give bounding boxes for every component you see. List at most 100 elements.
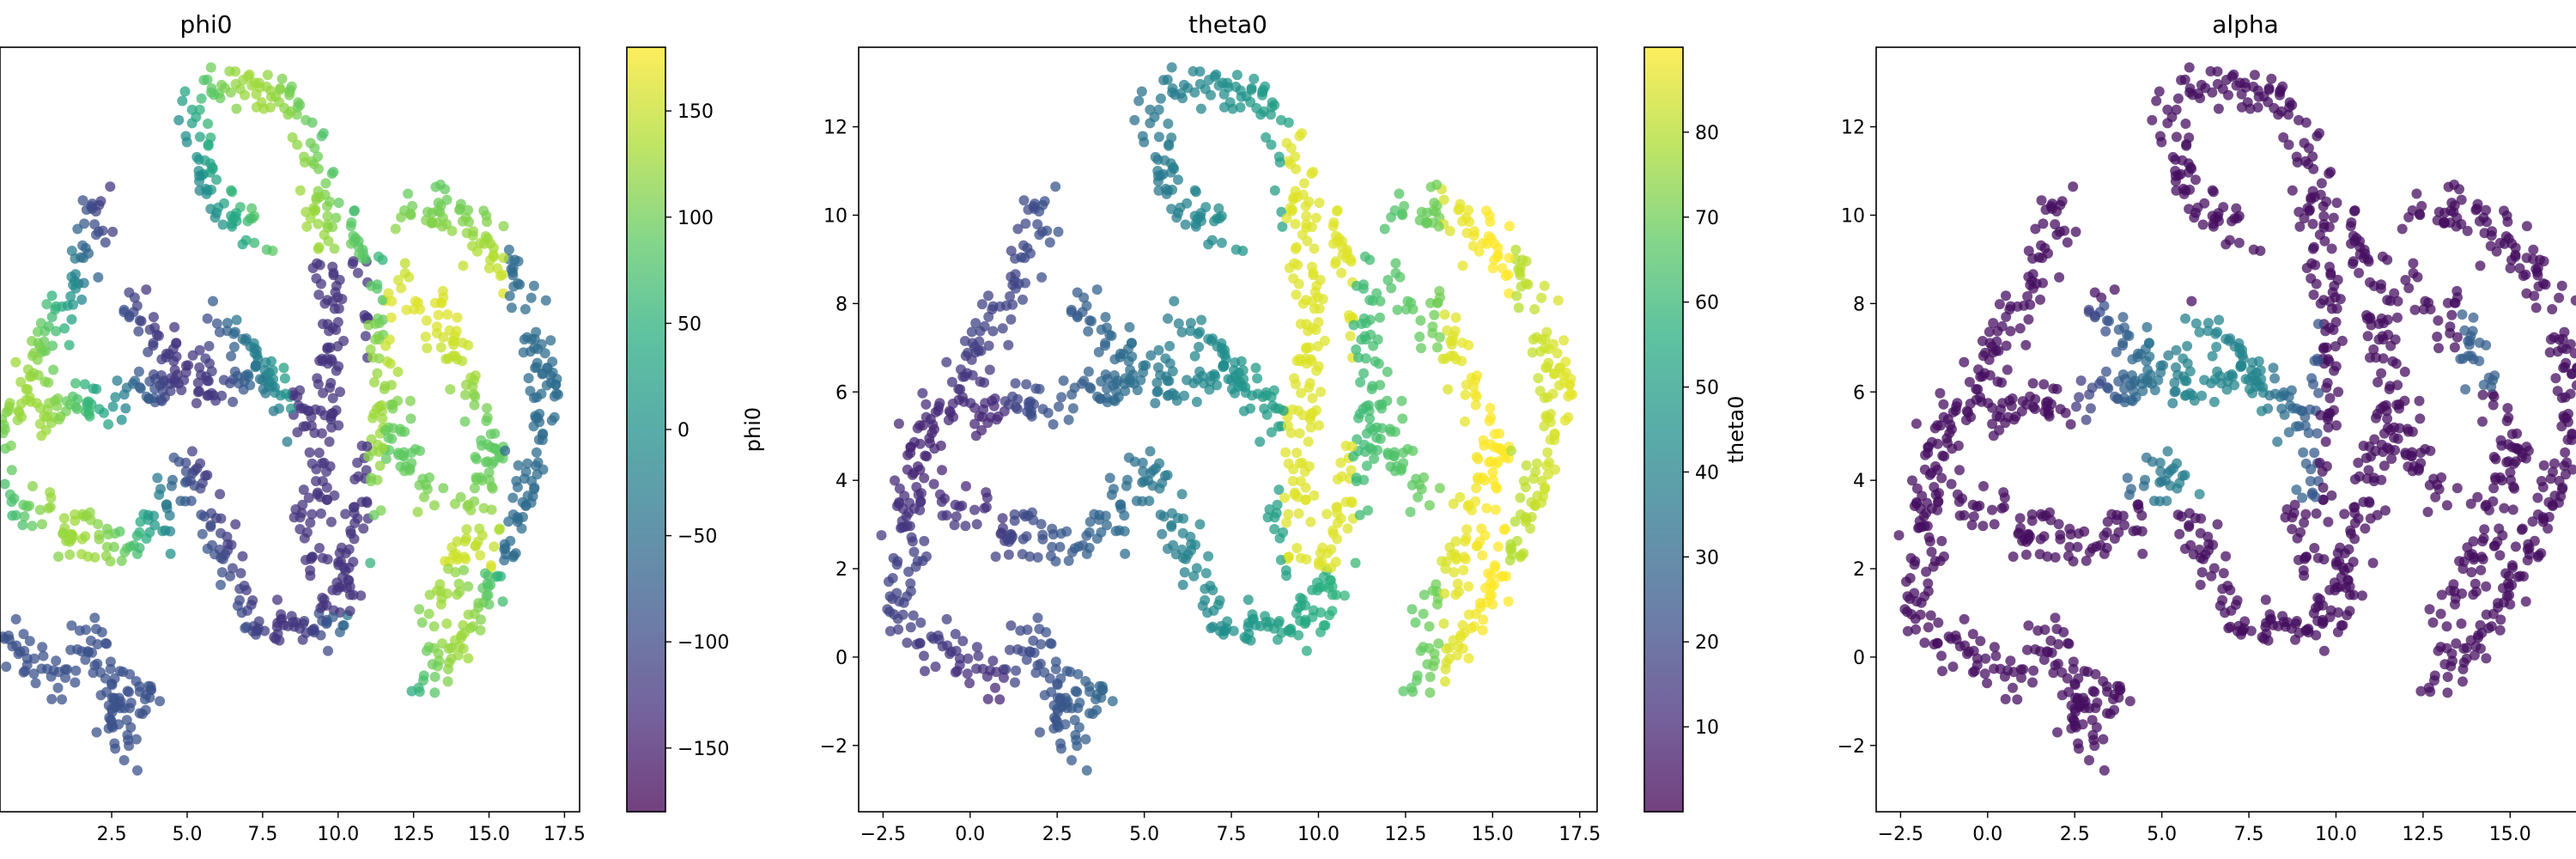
scatter-point (1176, 326, 1188, 338)
scatter-point (2223, 335, 2234, 346)
scatter-point (2311, 508, 2322, 519)
scatter-point (1280, 447, 1291, 458)
scatter-point (79, 379, 90, 390)
scatter-point (2556, 421, 2567, 432)
scatter-point (333, 559, 344, 570)
scatter-point (427, 217, 438, 228)
scatter-point (2518, 571, 2529, 582)
scatter-point (1053, 226, 1064, 237)
scatter-point (289, 512, 300, 523)
scatter-point (1499, 523, 1510, 534)
scatter-point (348, 557, 359, 568)
scatter-point (974, 411, 985, 422)
scatter-point (2462, 225, 2473, 236)
scatter-point (991, 414, 1002, 425)
scatter-point (70, 509, 81, 520)
scatter-point (2292, 533, 2303, 544)
scatter-point (1487, 467, 1498, 478)
scatter-point (307, 624, 319, 636)
scatter-point (225, 570, 235, 582)
scatter-point (1266, 392, 1277, 402)
scatter-point (1518, 476, 1529, 486)
scatter-point (2098, 734, 2109, 745)
scatter-point (463, 609, 474, 620)
scatter-point (1010, 378, 1021, 389)
scatter-point (32, 354, 43, 365)
scatter-point (1100, 510, 1111, 521)
scatter-point (1056, 702, 1067, 712)
scatter-point (1311, 577, 1322, 588)
scatter-point (1299, 466, 1310, 477)
scatter-point (2385, 340, 2397, 351)
scatter-point (2479, 524, 2490, 535)
scatter-point (2530, 302, 2542, 314)
scatter-point (240, 89, 250, 101)
scatter-point (1441, 643, 1452, 654)
scatter-point (1911, 483, 1923, 494)
scatter-point (132, 765, 143, 776)
scatter-point (1340, 590, 1350, 601)
scatter-point (920, 450, 931, 461)
scatter-point (1511, 290, 1522, 302)
scatter-point (2172, 509, 2184, 521)
scatter-point (141, 284, 152, 295)
scatter-point (507, 492, 519, 503)
scatter-point (2501, 210, 2512, 222)
scatter-point (2023, 246, 2034, 256)
scatter-point (2332, 626, 2343, 637)
scatter-point (286, 81, 297, 92)
scatter-point (1203, 239, 1214, 250)
scatter-point (2027, 283, 2038, 294)
scatter-point (1269, 524, 1280, 534)
scatter-point (500, 543, 511, 553)
scatter-point (1471, 483, 1482, 494)
scatter-point (962, 668, 973, 679)
scatter-point (2504, 589, 2515, 600)
scatter-point (1011, 665, 1022, 676)
scatter-point (226, 539, 237, 551)
scatter-point (532, 457, 544, 468)
scatter-point (1445, 350, 1456, 362)
scatter-point (1000, 664, 1012, 675)
scatter-point (1331, 502, 1342, 513)
scatter-point (143, 393, 155, 405)
scatter-point (1036, 639, 1047, 649)
scatter-point (2315, 298, 2326, 309)
scatter-point (1355, 377, 1366, 387)
scatter-point (36, 430, 47, 442)
scatter-point (1515, 551, 1526, 563)
scatter-point (1473, 472, 1483, 483)
x-tick-label: 5.0 (172, 824, 202, 845)
scatter-point (315, 491, 325, 503)
scatter-point (2005, 655, 2016, 667)
scatter-point (2263, 96, 2274, 107)
scatter-point (1231, 70, 1242, 81)
scatter-point (1041, 627, 1052, 637)
x-tick-label: 12.5 (1384, 824, 1426, 845)
scatter-point (2299, 213, 2310, 224)
scatter-point (1414, 332, 1425, 342)
scatter-point (431, 327, 442, 338)
scatter-point (997, 513, 1008, 524)
scatter-point (191, 463, 203, 474)
scatter-point (2190, 318, 2202, 329)
scatter-point (66, 314, 77, 325)
scatter-point (2037, 253, 2048, 264)
scatter-point (1018, 195, 1030, 206)
scatter-point (2122, 472, 2133, 484)
scatter-point (2034, 646, 2045, 657)
scatter-point (2449, 342, 2460, 353)
scatter-point (377, 442, 388, 454)
scatter-point (2151, 95, 2162, 107)
scatter-point (1987, 504, 1997, 515)
scatter-point (1216, 237, 1227, 248)
scatter-point (991, 667, 1002, 678)
scatter-point (950, 629, 961, 640)
scatter-point (2464, 335, 2476, 346)
scatter-point (897, 609, 908, 620)
scatter-point (114, 666, 125, 677)
scatter-point (2439, 659, 2451, 670)
scatter-point (1485, 403, 1496, 414)
scatter-point (1023, 510, 1034, 521)
